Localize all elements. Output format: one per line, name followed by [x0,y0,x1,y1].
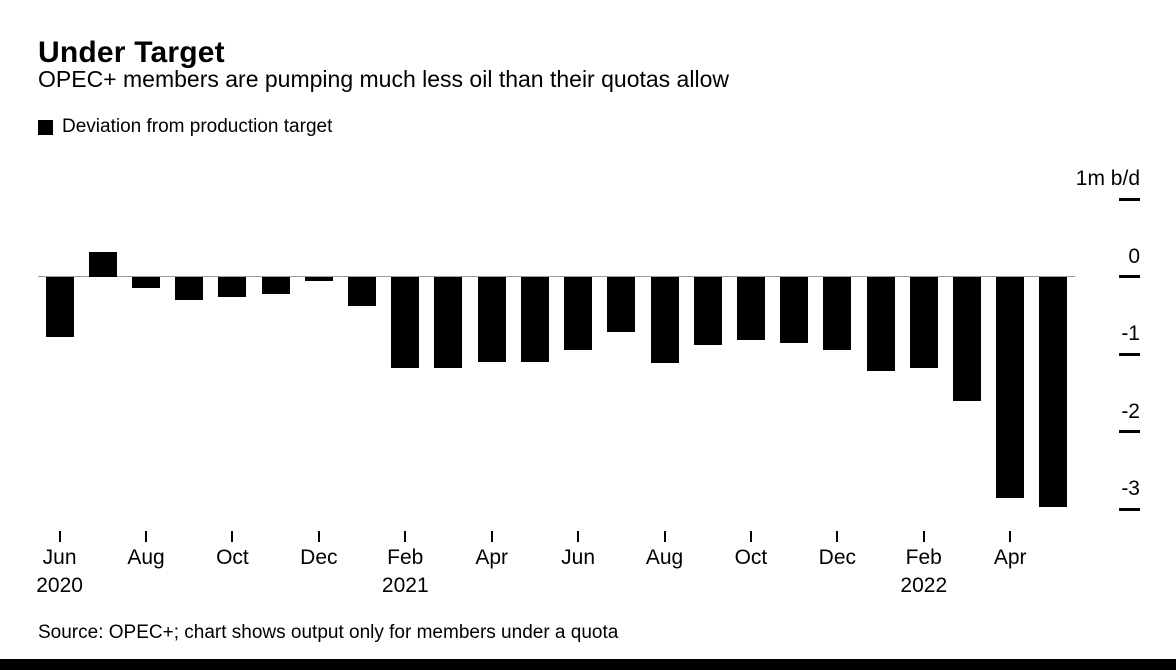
bar-mar-2021 [434,276,463,369]
x-tick-label: Dec [818,546,857,569]
bar-may-2021 [520,276,549,362]
bar-aug-2020 [132,276,161,289]
bar-sep-2020 [175,276,204,300]
bar-jun-2021 [564,276,593,351]
y-tick-label: -1 [1121,322,1140,346]
x-tick-mark [922,531,925,542]
bar-feb-2021 [391,276,420,369]
bar-mar-2022 [952,276,981,401]
chart-title: Under Target [38,36,225,70]
chart-subtitle: OPEC+ members are pumping much less oil … [38,66,729,92]
x-tick-label: Aug [127,546,165,569]
bar-jul-2021 [607,276,636,333]
x-tick-label: Apr [993,546,1027,569]
x-tick-mark [404,531,407,542]
y-tick-label: -3 [1121,477,1140,501]
bar-jan-2022 [866,276,895,372]
y-tick-mark [1119,197,1140,201]
bar-nov-2020 [261,276,290,294]
x-tick-label: Feb [387,546,424,569]
bar-jan-2021 [348,276,377,307]
x-year-label: 2021 [381,574,429,597]
x-year-label: 2022 [900,574,948,597]
y-tick-mark [1119,275,1140,279]
x-tick-label: Dec [300,546,338,569]
bar-sep-2021 [693,276,722,345]
bar-oct-2020 [218,276,247,297]
bar-feb-2022 [909,276,938,369]
x-tick-label: Aug [645,546,684,569]
x-tick-mark [317,531,320,542]
bar-dec-2020 [304,276,333,282]
legend-label: Deviation from production target [62,116,333,137]
bar-jun-2020 [45,276,74,338]
zero-axis-line [38,276,1075,278]
x-tick-label: Apr [475,546,509,569]
y-tick-label: 0 [1128,244,1140,268]
x-year-label: 2020 [36,574,83,597]
legend: Deviation from production target [38,116,332,138]
bloomberg-footer-bar [0,659,1176,670]
x-tick-mark [577,531,580,542]
x-tick-mark [1009,531,1012,542]
y-tick-mark [1119,352,1140,356]
x-tick-mark [836,531,839,542]
x-tick-mark [145,531,148,542]
x-tick-label: Oct [216,546,249,569]
x-tick-mark [663,531,666,542]
legend-swatch-icon [38,119,53,135]
x-tick-label: Feb [905,546,942,569]
bar-apr-2022 [996,276,1025,498]
y-tick-label: -2 [1121,399,1140,423]
source-note: Source: OPEC+; chart shows output only f… [38,622,619,643]
y-tick-label: 1m b/d [1075,167,1140,191]
bar-nov-2021 [780,276,809,344]
bar-may-2022 [1039,276,1068,507]
x-tick-label: Jun [42,546,77,569]
x-axis: Jun 2020 Aug Oct Dec Feb 2021 Apr Jun Aug Oct Dec Fe… [36,546,1075,606]
y-tick-mark [1119,507,1140,511]
bar-apr-2021 [477,276,506,362]
bar-oct-2021 [736,276,765,341]
x-tick-label: Oct [734,546,768,569]
x-tick-mark [58,531,61,542]
x-tick-mark [490,531,493,542]
bar-aug-2021 [650,276,679,364]
x-tick-mark [749,531,752,542]
plot-area [38,172,1075,544]
bar-jul-2020 [88,251,117,277]
x-tick-label: Jun [561,546,596,569]
y-tick-mark [1119,430,1140,434]
bar-dec-2021 [823,276,852,351]
x-tick-mark [231,531,234,542]
